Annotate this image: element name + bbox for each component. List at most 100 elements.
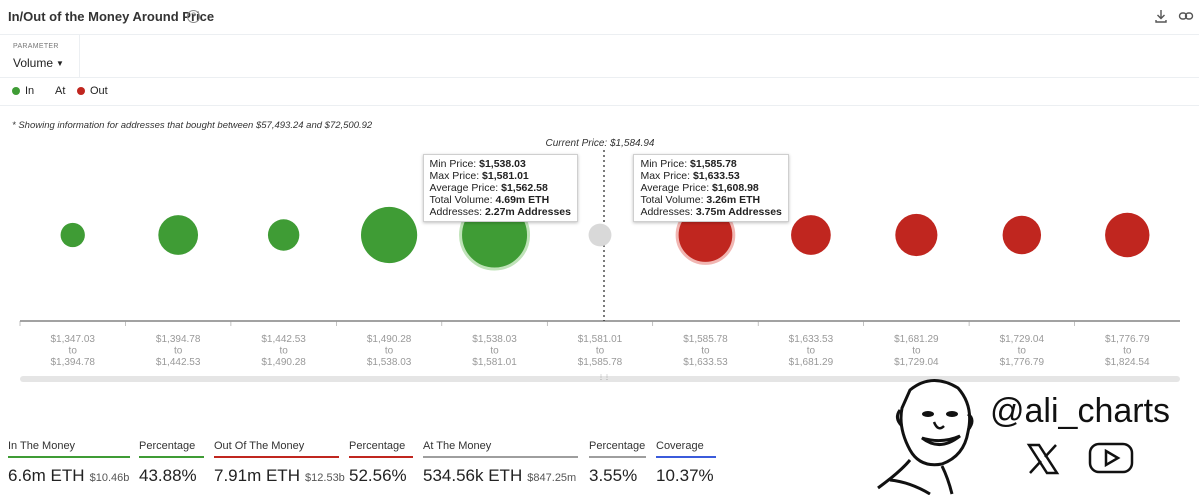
stat-value: 534.56k ETH $847.25m bbox=[423, 466, 577, 485]
legend-item-in[interactable]: In bbox=[12, 85, 34, 97]
x-tick-label: to bbox=[701, 346, 710, 357]
stat-block: Percentage 43.88% bbox=[139, 440, 204, 486]
stat-underline bbox=[349, 456, 413, 458]
x-tick-label: $1,585.78 bbox=[683, 334, 728, 345]
legend: In At Out bbox=[0, 78, 1199, 106]
legend-item-out[interactable]: Out bbox=[77, 85, 108, 97]
tooltip-row: Addresses: 3.75m Addresses bbox=[640, 206, 782, 219]
download-icon[interactable] bbox=[1153, 8, 1169, 24]
x-tick-label: to bbox=[279, 346, 288, 357]
stat-block: At The Money 534.56k ETH $847.25m bbox=[423, 440, 578, 486]
x-tick-label: $1,729.04 bbox=[1000, 334, 1045, 345]
legend-swatch-out bbox=[77, 87, 85, 95]
bubble-in[interactable] bbox=[267, 219, 300, 251]
x-tick-label: $1,776.79 bbox=[1105, 334, 1150, 345]
bubble-at[interactable] bbox=[588, 223, 612, 247]
x-tick-label: $1,681.29 bbox=[789, 357, 834, 368]
x-tick-label: $1,633.53 bbox=[683, 357, 728, 368]
tooltip-row: Total Volume: 3.26m ETH bbox=[640, 194, 761, 207]
bubble-tooltip: Min Price: $1,585.78 Max Price: $1,633.53… bbox=[633, 154, 789, 223]
scroll-grip-icon[interactable]: ⋮⋮ bbox=[598, 375, 610, 381]
x-tick-label: $1,729.04 bbox=[894, 357, 939, 368]
current-price-label: Current Price: $1,584.94 bbox=[546, 138, 655, 149]
parameter-value: Volume bbox=[13, 56, 54, 70]
x-tick-label: $1,581.01 bbox=[578, 334, 623, 345]
stat-block: In The Money 6.6m ETH $10.46b bbox=[8, 440, 130, 486]
x-tick-label: $1,347.03 bbox=[50, 334, 95, 345]
x-tick-label: to bbox=[385, 346, 394, 357]
x-tick-label: to bbox=[490, 346, 499, 357]
legend-item-at[interactable]: At bbox=[55, 85, 65, 97]
title-bar: In/Out of the Money Around Price ? bbox=[0, 0, 1199, 35]
stat-block: Percentage 3.55% bbox=[589, 440, 646, 486]
stat-underline bbox=[423, 456, 578, 458]
stat-block: Out Of The Money 7.91m ETH $12.53b bbox=[214, 440, 345, 486]
tooltip-row: Total Volume: 4.69m ETH bbox=[429, 194, 550, 207]
bubble-chart: Current Price: $1,584.94$1,347.03to$1,39… bbox=[19, 138, 1180, 368]
tooltip-row: Max Price: $1,633.53 bbox=[640, 170, 740, 183]
stat-label: Out Of The Money bbox=[214, 440, 305, 452]
youtube-logo-icon bbox=[1088, 442, 1134, 474]
tooltip-row: Addresses: 2.27m Addresses bbox=[429, 206, 571, 219]
horizontal-scrollbar[interactable]: ⋮⋮ bbox=[20, 375, 1180, 382]
parameter-dropdown[interactable]: Volume ▼ bbox=[13, 56, 64, 70]
x-tick-label: $1,776.79 bbox=[1000, 357, 1045, 368]
stat-label: In The Money bbox=[8, 440, 76, 452]
divider bbox=[79, 35, 80, 77]
x-tick-label: to bbox=[912, 346, 921, 357]
stat-block: Percentage 52.56% bbox=[349, 440, 413, 486]
legend-label: Out bbox=[90, 85, 108, 97]
address-range-note: * Showing information for addresses that… bbox=[12, 120, 373, 131]
stat-value: 10.37% bbox=[656, 466, 714, 485]
tooltip-row: Average Price: $1,562.58 bbox=[429, 182, 548, 195]
x-tick-label: $1,585.78 bbox=[578, 357, 623, 368]
x-tick-label: to bbox=[69, 346, 78, 357]
x-tick-label: $1,824.54 bbox=[1105, 357, 1150, 368]
stat-value: 6.6m ETH $10.46b bbox=[8, 466, 130, 485]
x-tick-label: to bbox=[1123, 346, 1132, 357]
tooltip-row: Min Price: $1,585.78 bbox=[640, 158, 737, 170]
x-tick-label: to bbox=[807, 346, 816, 357]
legend-label: At bbox=[55, 85, 66, 97]
stat-label: Percentage bbox=[139, 440, 196, 452]
x-tick-label: $1,581.01 bbox=[472, 357, 517, 368]
x-tick-label: to bbox=[174, 346, 183, 357]
bubble-in[interactable] bbox=[60, 222, 85, 248]
x-tick-label: $1,442.53 bbox=[261, 334, 306, 345]
cartoon-face-icon bbox=[877, 379, 974, 495]
link-icon[interactable] bbox=[1178, 8, 1194, 24]
stat-value: 7.91m ETH $12.53b bbox=[214, 466, 345, 485]
stat-block: Coverage 10.37% bbox=[656, 440, 716, 486]
stat-underline bbox=[8, 456, 130, 458]
stat-value: 52.56% bbox=[349, 466, 407, 485]
stat-underline bbox=[656, 456, 716, 458]
stat-usd-value: $847.25m bbox=[524, 472, 577, 484]
x-logo-icon bbox=[1026, 443, 1060, 475]
legend-swatch-in bbox=[12, 87, 20, 95]
legend-label: In bbox=[25, 85, 35, 97]
bubble-out[interactable] bbox=[791, 215, 831, 255]
question-circle-icon[interactable]: ? bbox=[187, 10, 200, 23]
stat-underline bbox=[139, 456, 204, 458]
x-tick-label: $1,633.53 bbox=[789, 334, 834, 345]
tooltip-row: Average Price: $1,608.98 bbox=[640, 182, 759, 195]
chevron-down-icon: ▼ bbox=[56, 59, 64, 68]
x-tick-label: to bbox=[1018, 346, 1027, 357]
stat-label: Percentage bbox=[589, 440, 646, 452]
bubble-in[interactable] bbox=[158, 215, 199, 255]
x-tick-label: to bbox=[596, 346, 605, 357]
x-tick-label: $1,442.53 bbox=[156, 357, 201, 368]
x-tick-label: $1,681.29 bbox=[894, 334, 939, 345]
bubble-out[interactable] bbox=[1002, 215, 1042, 255]
x-tick-label: $1,394.78 bbox=[50, 357, 95, 368]
x-tick-label: $1,490.28 bbox=[367, 334, 412, 345]
bubble-out[interactable] bbox=[1105, 212, 1150, 258]
stat-label: At The Money bbox=[423, 440, 492, 452]
bubble-in[interactable] bbox=[361, 206, 418, 264]
stat-underline bbox=[589, 456, 646, 458]
x-tick-label: $1,394.78 bbox=[156, 334, 201, 345]
x-tick-label: $1,538.03 bbox=[472, 334, 517, 345]
x-tick-label: $1,490.28 bbox=[261, 357, 306, 368]
bubble-out[interactable] bbox=[895, 213, 938, 257]
chart-title: In/Out of the Money Around Price bbox=[8, 9, 215, 24]
